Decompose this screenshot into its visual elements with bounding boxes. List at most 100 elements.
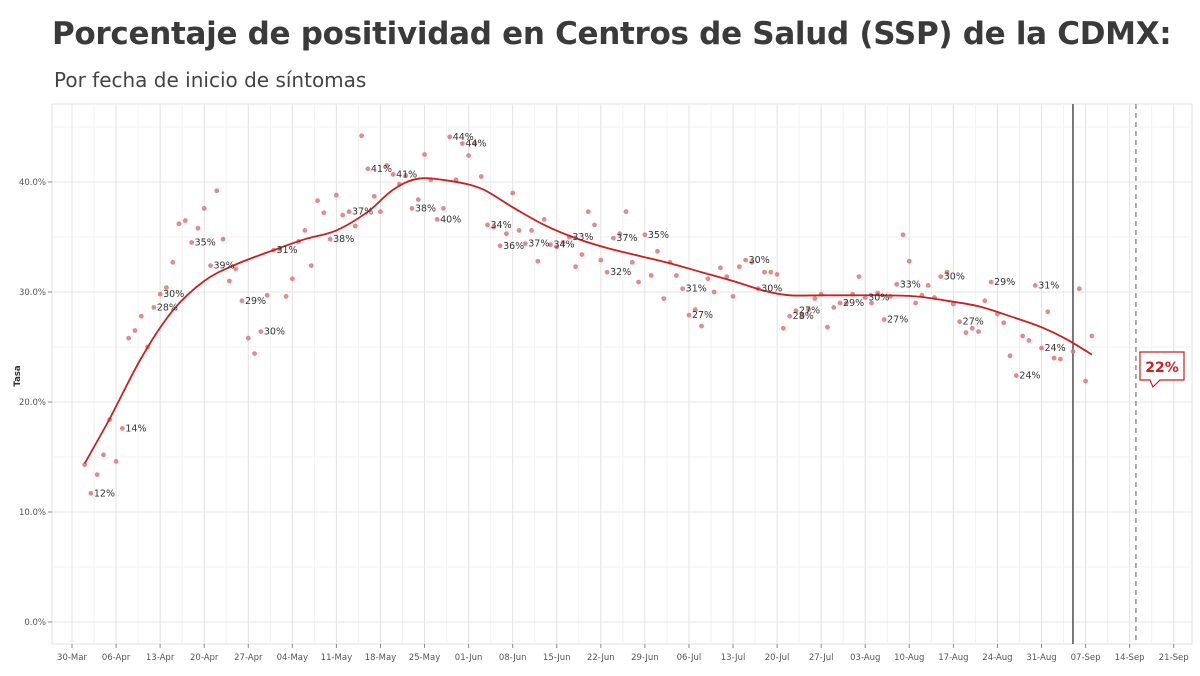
data-point: [585, 209, 591, 215]
y-axis-ticks: 0.0% 10.0% 20.0% 30.0% 40.0%: [19, 178, 52, 628]
point-label: 38%: [415, 203, 436, 214]
data-point: [94, 472, 100, 477]
data-point: [346, 209, 352, 215]
point-label: 36%: [503, 241, 524, 252]
data-point: [881, 317, 887, 322]
data-point: [957, 319, 963, 325]
data-point: [843, 300, 849, 306]
data-point: [478, 174, 484, 179]
data-point: [673, 273, 679, 278]
data-point: [730, 294, 736, 299]
data-point: [718, 265, 723, 271]
data-point: [988, 279, 994, 285]
data-point: [548, 242, 553, 248]
data-point: [308, 263, 314, 268]
data-point: [529, 228, 534, 233]
data-point: [226, 278, 232, 284]
data-point: [126, 335, 132, 341]
data-point: [894, 281, 900, 287]
x-tick-label: 03-Aug: [850, 653, 880, 663]
y-tick-label: 30.0%: [19, 288, 46, 298]
data-point: [611, 235, 616, 241]
data-point: [655, 248, 660, 254]
data-point: [799, 313, 805, 319]
y-tick-label: 10.0%: [19, 508, 46, 518]
point-label: 44%: [465, 139, 486, 150]
data-point: [289, 276, 295, 282]
x-tick-label: 17-Aug: [938, 653, 968, 663]
data-point: [617, 231, 623, 237]
x-tick-label: 27-Apr: [234, 653, 263, 663]
data-point: [1026, 338, 1032, 343]
chart-title: Porcentaje de positividad en Centros de …: [52, 16, 1172, 52]
data-point: [976, 329, 981, 334]
point-label: 24%: [1019, 371, 1040, 382]
data-point: [164, 285, 169, 290]
data-point: [1020, 333, 1026, 339]
point-label: 34%: [491, 220, 512, 231]
point-label: 12%: [94, 488, 115, 499]
point-label: 37%: [352, 207, 373, 218]
y-tick-label: 0.0%: [24, 618, 46, 628]
data-point: [119, 426, 125, 431]
data-point: [554, 244, 560, 250]
callout-label: 22%: [1145, 360, 1179, 376]
data-point: [774, 272, 780, 277]
data-point: [365, 166, 371, 172]
point-label: 27%: [799, 306, 820, 317]
data-point: [359, 133, 364, 139]
point-label: 27%: [887, 315, 908, 326]
x-tick-label: 08-Jun: [499, 653, 527, 663]
latest-value-callout: 22%: [1139, 351, 1185, 389]
data-point: [491, 224, 497, 230]
point-label: 30%: [163, 289, 184, 300]
data-point: [762, 269, 767, 275]
point-label: 41%: [396, 169, 417, 180]
x-tick-label: 11-May: [321, 653, 352, 663]
data-point: [516, 228, 522, 233]
data-point: [938, 274, 944, 279]
data-point: [472, 141, 478, 146]
point-label: 44%: [453, 132, 474, 143]
data-point: [837, 300, 843, 306]
data-point: [302, 228, 308, 233]
point-label: 29%: [994, 277, 1015, 288]
data-point: [220, 236, 226, 242]
data-point: [378, 209, 383, 215]
y-tick-label: 20.0%: [19, 398, 46, 408]
data-points: [82, 133, 1095, 496]
data-point: [176, 221, 182, 227]
point-label: 35%: [195, 238, 216, 249]
point-label: 32%: [610, 267, 631, 278]
data-point: [906, 258, 912, 264]
data-point: [409, 206, 415, 211]
point-label: 30%: [749, 255, 770, 266]
data-point: [768, 269, 774, 275]
x-tick-label: 13-Apr: [146, 653, 175, 663]
point-label: 38%: [333, 234, 354, 245]
point-label: 28%: [157, 302, 178, 313]
data-point: [743, 257, 749, 263]
data-point: [340, 212, 346, 218]
data-point: [182, 218, 188, 223]
x-tick-label: 07-Sep: [1071, 653, 1101, 663]
data-point: [390, 171, 396, 177]
data-point: [252, 351, 257, 356]
data-point: [944, 269, 950, 275]
plot-border: [51, 103, 1193, 645]
data-point: [749, 259, 755, 265]
data-point: [1070, 349, 1076, 354]
data-point: [1001, 320, 1007, 326]
point-label: 29%: [843, 298, 864, 309]
data-point: [157, 291, 163, 297]
chart-subtitle: Por fecha de inicio de síntomas: [54, 68, 367, 92]
x-tick-label: 24-Aug: [982, 653, 1012, 663]
reference-lines: [1072, 104, 1137, 644]
data-point: [283, 294, 289, 299]
point-label: 30%: [761, 284, 782, 295]
point-labels: 12% 14% 28% 30% 35% 39% 29% 30% 31% 38% 37% 41% 41% 3…: [94, 132, 1066, 499]
data-point: [384, 163, 390, 168]
data-point: [692, 307, 698, 312]
x-tick-label: 13-Jul: [721, 653, 746, 663]
data-point: [315, 198, 320, 204]
